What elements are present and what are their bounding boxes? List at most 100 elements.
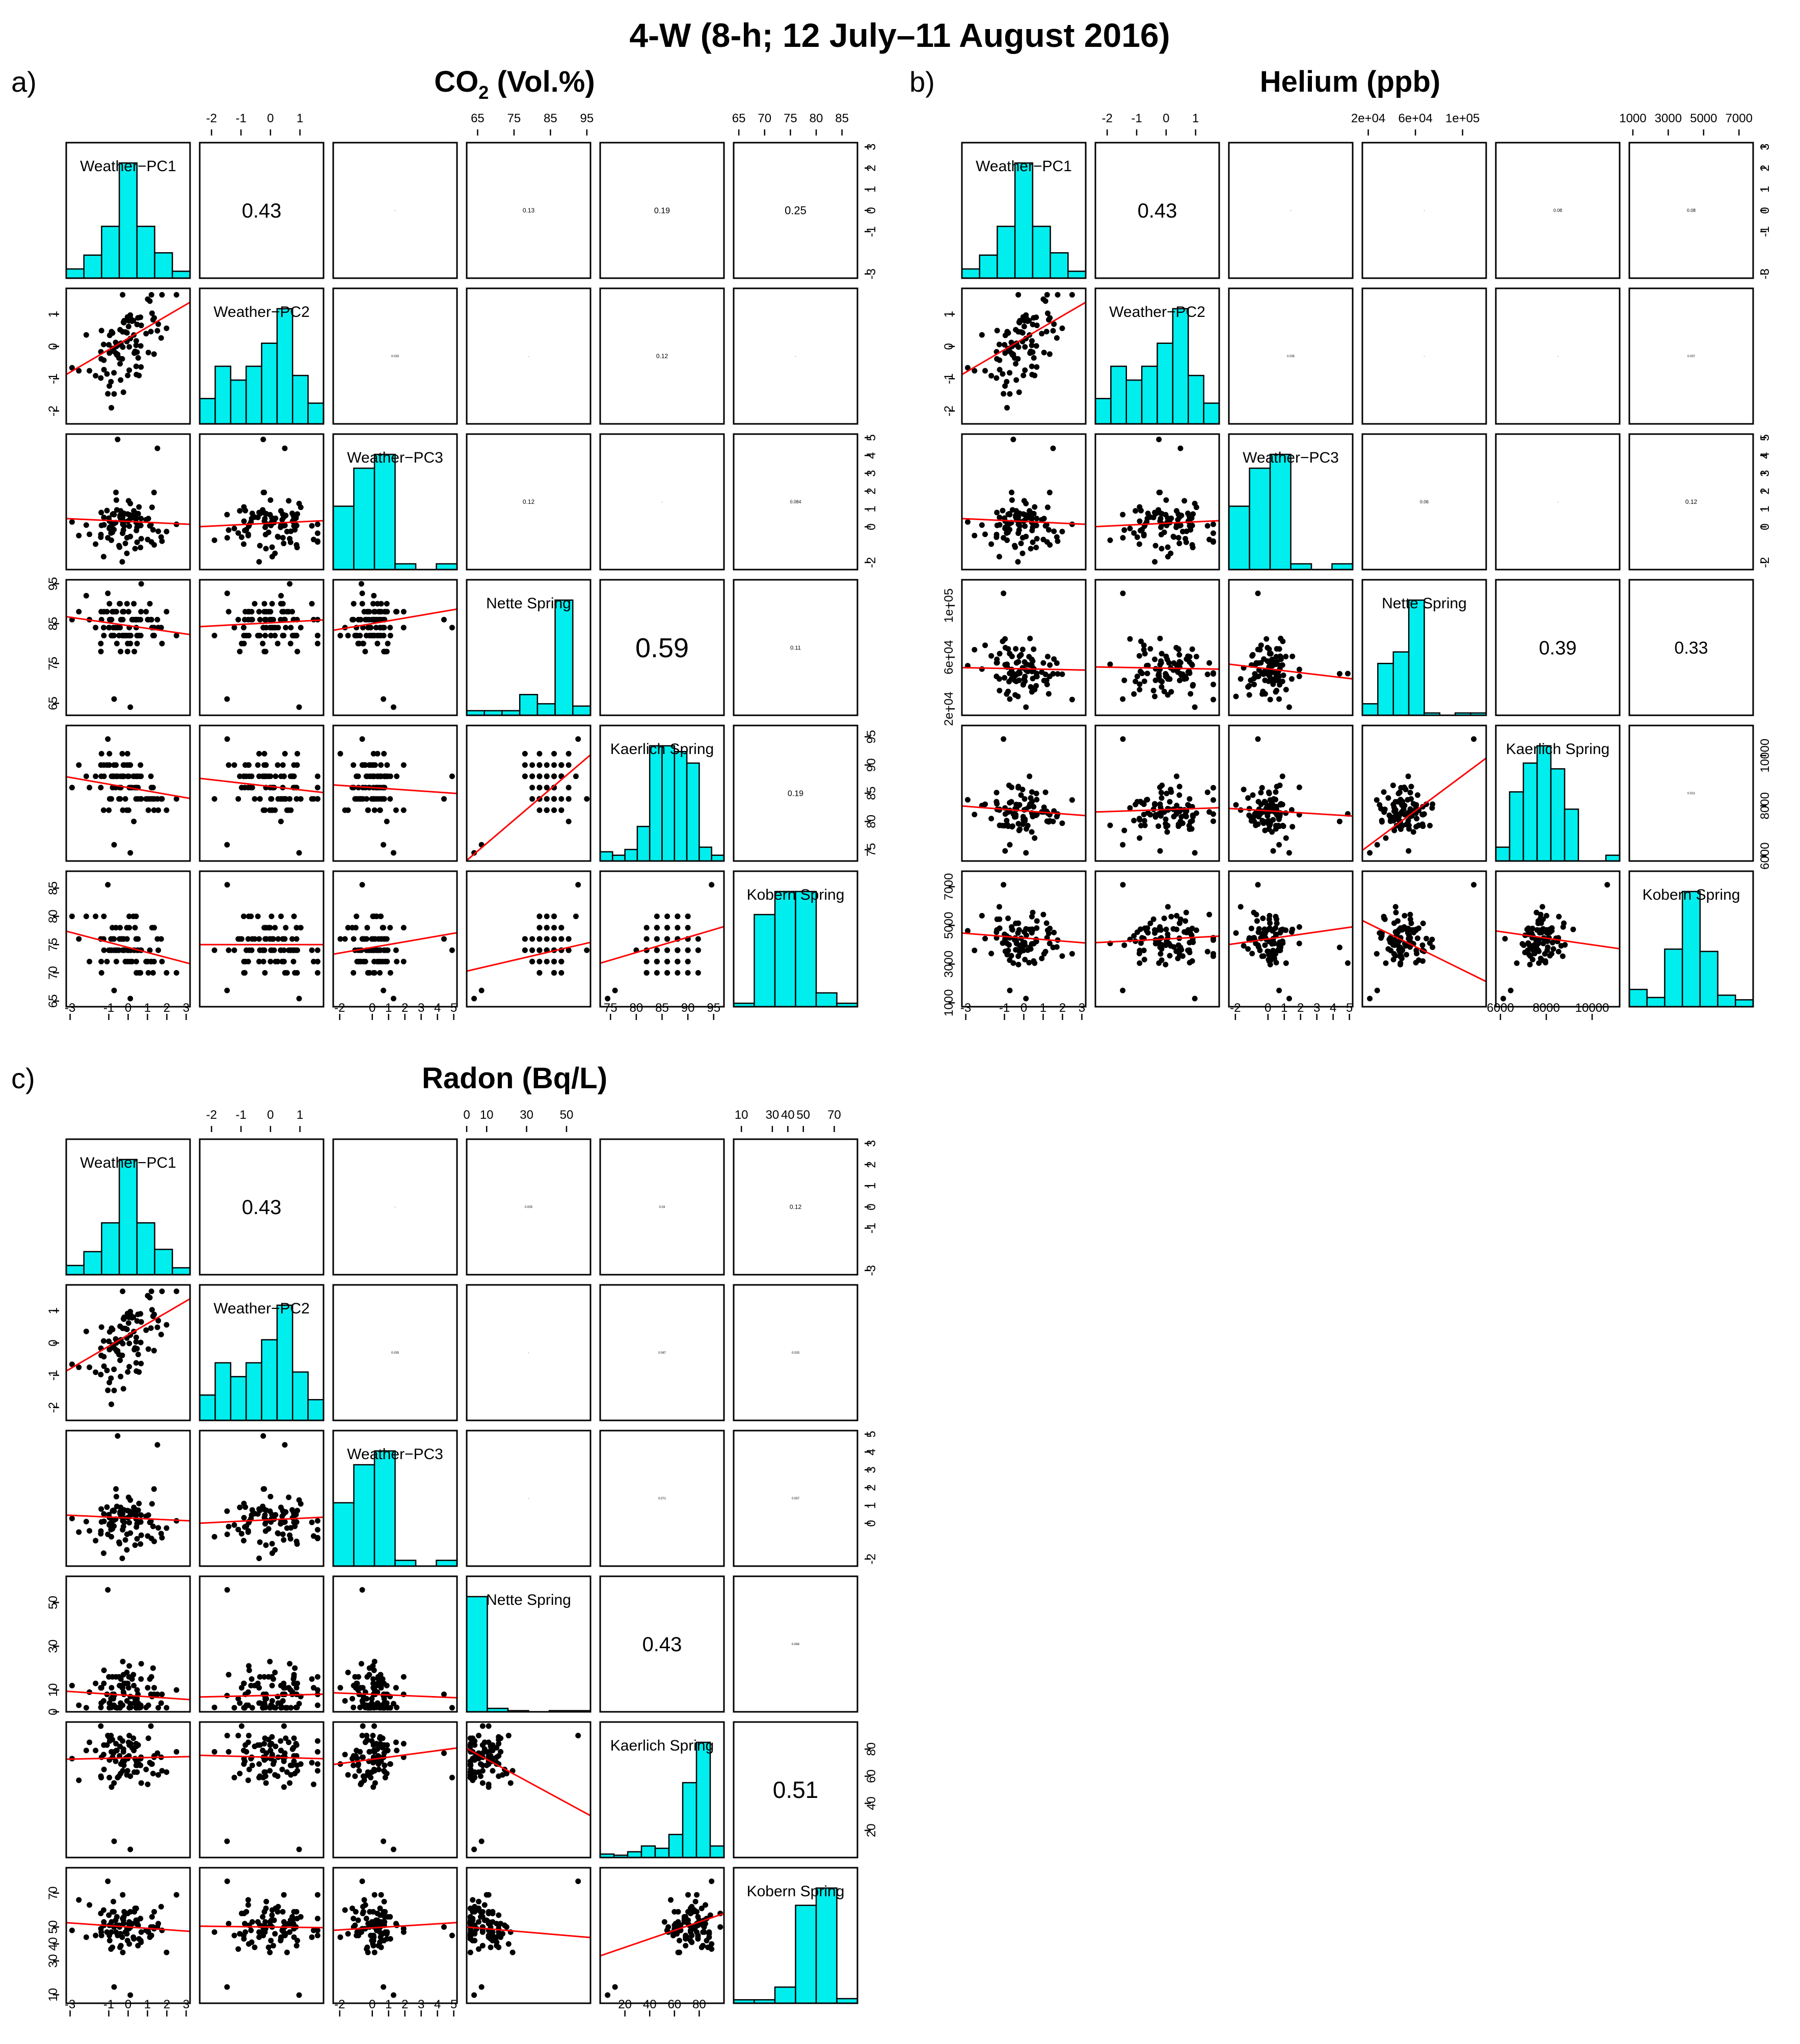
point: [441, 1691, 447, 1698]
x-tick-label: 1e+05: [1445, 112, 1480, 125]
point: [111, 625, 117, 631]
hist-bar: [436, 563, 458, 571]
point: [1374, 797, 1380, 803]
point: [87, 958, 93, 964]
point: [529, 936, 535, 942]
y-tick-label: -2: [1758, 557, 1772, 568]
cell-r1-c1: Weather−PC2: [199, 287, 325, 425]
point: [265, 529, 272, 535]
point: [1246, 805, 1252, 812]
point: [262, 1512, 268, 1518]
cell-r1-c3: -: [466, 287, 592, 425]
point: [1009, 497, 1015, 503]
point: [138, 535, 144, 542]
point: [290, 1745, 297, 1751]
panel-title: Helium (ppb): [1260, 65, 1440, 98]
point: [278, 522, 284, 528]
point: [1051, 929, 1057, 935]
hist-bar: [1269, 453, 1292, 571]
point: [255, 913, 261, 920]
variable-label: Weather−PC2: [213, 304, 310, 320]
point: [387, 925, 393, 931]
point: [1188, 819, 1194, 825]
point: [173, 633, 179, 639]
cell-frame: [65, 433, 191, 571]
point: [400, 762, 407, 768]
point: [1046, 490, 1053, 496]
point: [1527, 961, 1533, 967]
point: [370, 750, 377, 757]
point: [293, 1741, 299, 1747]
point: [150, 970, 156, 976]
point: [145, 1533, 151, 1539]
point: [1430, 801, 1436, 807]
point: [394, 958, 400, 964]
y-tick-label: -1: [1758, 226, 1772, 237]
fit-line: [200, 1754, 324, 1760]
point: [151, 1685, 157, 1691]
point: [314, 958, 320, 964]
hist-bar: [795, 1904, 817, 2004]
point: [1055, 671, 1061, 677]
point: [150, 1523, 156, 1529]
point: [496, 1737, 502, 1743]
point: [138, 1519, 144, 1525]
point: [351, 1762, 357, 1768]
y-tick-label: 10000: [1758, 739, 1772, 773]
point: [127, 633, 133, 639]
point: [378, 1934, 384, 1940]
point: [1147, 646, 1153, 652]
x-tick-label: 1000: [1619, 112, 1646, 125]
point: [566, 785, 572, 791]
point: [113, 1486, 119, 1492]
hist-bar: [394, 1559, 417, 1567]
panel-label: b): [909, 66, 935, 98]
point: [119, 1352, 125, 1358]
point: [159, 640, 165, 647]
point: [394, 1704, 400, 1710]
point: [997, 916, 1003, 922]
point: [664, 947, 670, 953]
x-tick-label: 95: [580, 112, 594, 125]
variable-label: Nette Spring: [486, 595, 571, 612]
hist-bar: [154, 252, 173, 279]
point: [121, 1316, 127, 1322]
point: [1555, 949, 1562, 955]
point: [1044, 310, 1051, 316]
point: [138, 1319, 144, 1325]
point: [121, 1914, 127, 1920]
point: [1015, 961, 1022, 967]
point: [113, 762, 119, 768]
point: [584, 947, 590, 953]
point: [387, 1914, 393, 1920]
y-tick-label: 2: [1758, 488, 1772, 494]
point: [124, 601, 130, 607]
point: [1120, 842, 1126, 848]
point: [372, 1780, 378, 1786]
point: [1157, 490, 1163, 496]
point: [359, 1733, 365, 1739]
hist-bar: [1141, 365, 1158, 425]
cell-frame: [1228, 433, 1354, 571]
cell-r2-c1: [199, 1430, 325, 1567]
point: [1005, 688, 1011, 694]
scatter-points: [1233, 736, 1351, 856]
point: [1156, 437, 1162, 442]
point: [1166, 660, 1172, 666]
point: [544, 913, 550, 920]
cell-frame: [466, 579, 592, 716]
x-tick-label: 2: [164, 1001, 170, 1015]
point: [282, 1442, 288, 1448]
point: [1174, 522, 1180, 528]
x-tick-label: 95: [707, 1001, 720, 1015]
point: [211, 1534, 218, 1540]
point: [134, 539, 140, 545]
point: [150, 527, 156, 533]
cell-frame: [599, 1575, 725, 1713]
point: [314, 947, 320, 953]
hist-bar: [979, 254, 998, 279]
y-tick-label: 3: [1758, 144, 1772, 150]
point: [173, 796, 179, 802]
point: [110, 1737, 116, 1743]
hist-bar: [1550, 768, 1566, 862]
